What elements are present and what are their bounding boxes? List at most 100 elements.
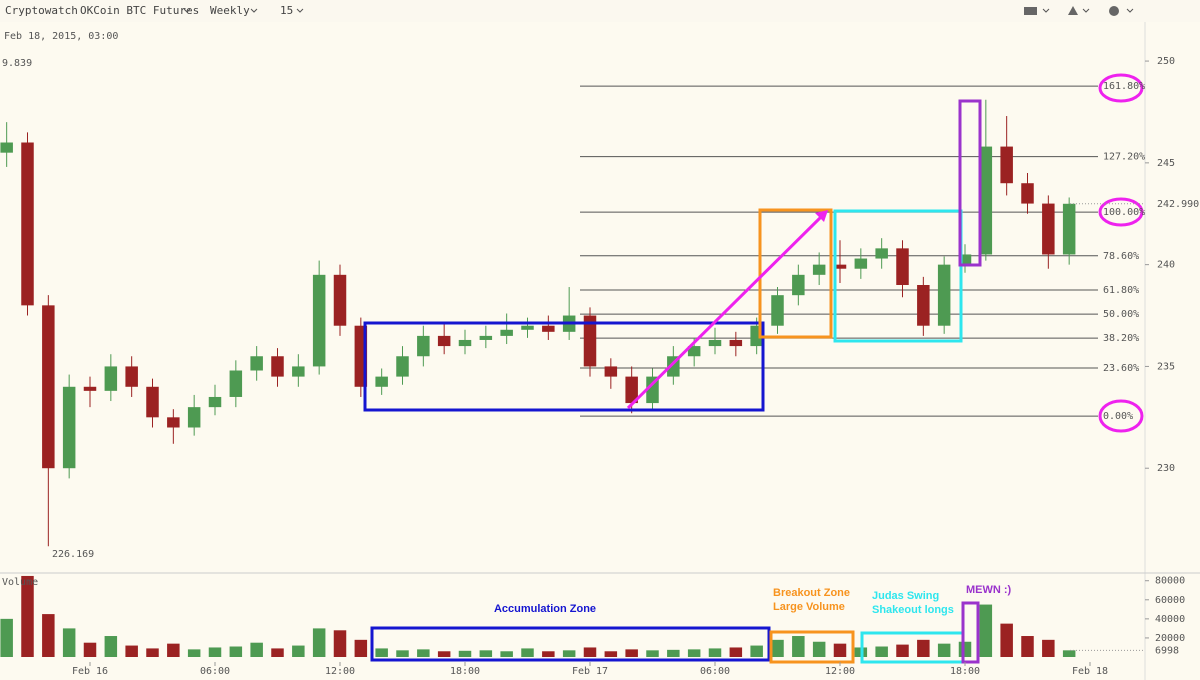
volume-bar [437, 651, 451, 657]
volume-bar [646, 650, 659, 657]
candle-body [792, 274, 805, 296]
x-tick-label: 12:00 [825, 666, 855, 677]
breakout-box [758, 208, 833, 339]
volume-bar [375, 648, 388, 657]
volume-bar [1062, 650, 1076, 657]
candle-body [1021, 183, 1034, 204]
volume-bar [229, 646, 243, 657]
volume-bar [542, 651, 555, 657]
volume-bar [0, 618, 13, 657]
fib-label: 61.80% [1103, 285, 1139, 296]
candle-body [458, 339, 472, 347]
volume-bar [62, 628, 76, 657]
candle-body [250, 356, 263, 371]
current-price-label: 242.990 [1157, 199, 1199, 210]
circle-marker [1098, 73, 1144, 103]
arrow [626, 214, 824, 410]
candle-body [229, 370, 243, 397]
x-tick-label: Feb 16 [72, 666, 108, 677]
volume-tick-label: 80000 [1155, 576, 1185, 587]
fib-label: 38.20% [1103, 333, 1139, 344]
candle-body [1042, 203, 1055, 255]
y-tick-label: 235 [1157, 361, 1175, 372]
accumulation-box [363, 321, 765, 412]
volume-bar [687, 649, 701, 657]
volume-bar [354, 639, 368, 657]
volume-bar [312, 628, 326, 657]
candle-body [437, 335, 451, 347]
volume-bar [167, 643, 180, 657]
volume-bar [187, 649, 201, 657]
candle-body [271, 356, 284, 377]
circle-marker [1098, 399, 1144, 433]
x-tick-label: 18:00 [950, 666, 980, 677]
x-tick-label: Feb 17 [572, 666, 608, 677]
volume-bar [104, 636, 118, 657]
fib-label: 23.60% [1103, 363, 1139, 374]
candle-body [500, 329, 513, 336]
volume-bar [604, 651, 618, 657]
draw-icon[interactable] [1068, 6, 1078, 15]
volume-bar [875, 646, 888, 657]
candle-body [521, 325, 534, 330]
candle-body [937, 264, 951, 326]
mewn-box [958, 99, 982, 267]
candle-body [42, 305, 55, 469]
brand: Cryptowatch [5, 4, 78, 17]
keyboard-icon[interactable] [1024, 7, 1037, 15]
volume-bar [125, 645, 138, 657]
volume-bar [417, 649, 430, 657]
candle-body [333, 274, 347, 326]
volume-bar [792, 636, 805, 657]
fib-label: 161.80% [1103, 81, 1145, 92]
candle-body [604, 366, 618, 377]
value-fragment: 9.839 [2, 58, 32, 69]
candle-body [833, 264, 847, 269]
annotation: Large Volume [773, 601, 845, 613]
candle-body [625, 376, 638, 404]
candle-body [812, 264, 826, 275]
market[interactable]: OKCoin BTC Futures [80, 4, 199, 17]
volume-bar [500, 651, 513, 657]
fib-label: 78.60% [1103, 251, 1139, 262]
fib-label: 0.00% [1103, 411, 1133, 422]
candle-body [62, 386, 76, 469]
settings-icon[interactable] [1109, 6, 1119, 16]
volume-bar [42, 614, 55, 657]
candle-body [208, 396, 222, 408]
volume-bar [979, 604, 993, 657]
candle-body [875, 248, 888, 259]
chevron [250, 8, 258, 13]
annotations [363, 73, 1144, 664]
candle-body [187, 407, 201, 428]
candle-body [958, 254, 972, 265]
volume-bar [250, 642, 263, 657]
volume-bar [521, 648, 534, 657]
candle-body [979, 146, 993, 255]
candle-body [312, 274, 326, 367]
chevron [1042, 8, 1050, 13]
chevron [296, 8, 304, 13]
candle-body [125, 366, 138, 387]
chevron [183, 8, 191, 13]
candle-body [21, 142, 34, 306]
y-tick-label: 240 [1157, 260, 1175, 271]
candle-body [479, 335, 493, 340]
circle-marker [1098, 197, 1144, 227]
interval[interactable]: 15 [280, 4, 293, 17]
annotation: Accumulation Zone [494, 603, 596, 615]
volume-bar [83, 642, 97, 657]
candle-body [583, 315, 597, 367]
annotation: Shakeout longs [872, 604, 954, 616]
period[interactable]: Weekly [210, 4, 250, 17]
volume-bar [583, 647, 597, 657]
volume-bar [146, 648, 159, 657]
volume-bar [667, 649, 680, 657]
annotation: Breakout Zone [773, 587, 850, 599]
volume-tick-label: 60000 [1155, 595, 1185, 606]
volume-bar [896, 644, 909, 657]
candle-body [167, 417, 180, 428]
volume-bar [750, 645, 763, 657]
y-tick-label: 230 [1157, 463, 1175, 474]
